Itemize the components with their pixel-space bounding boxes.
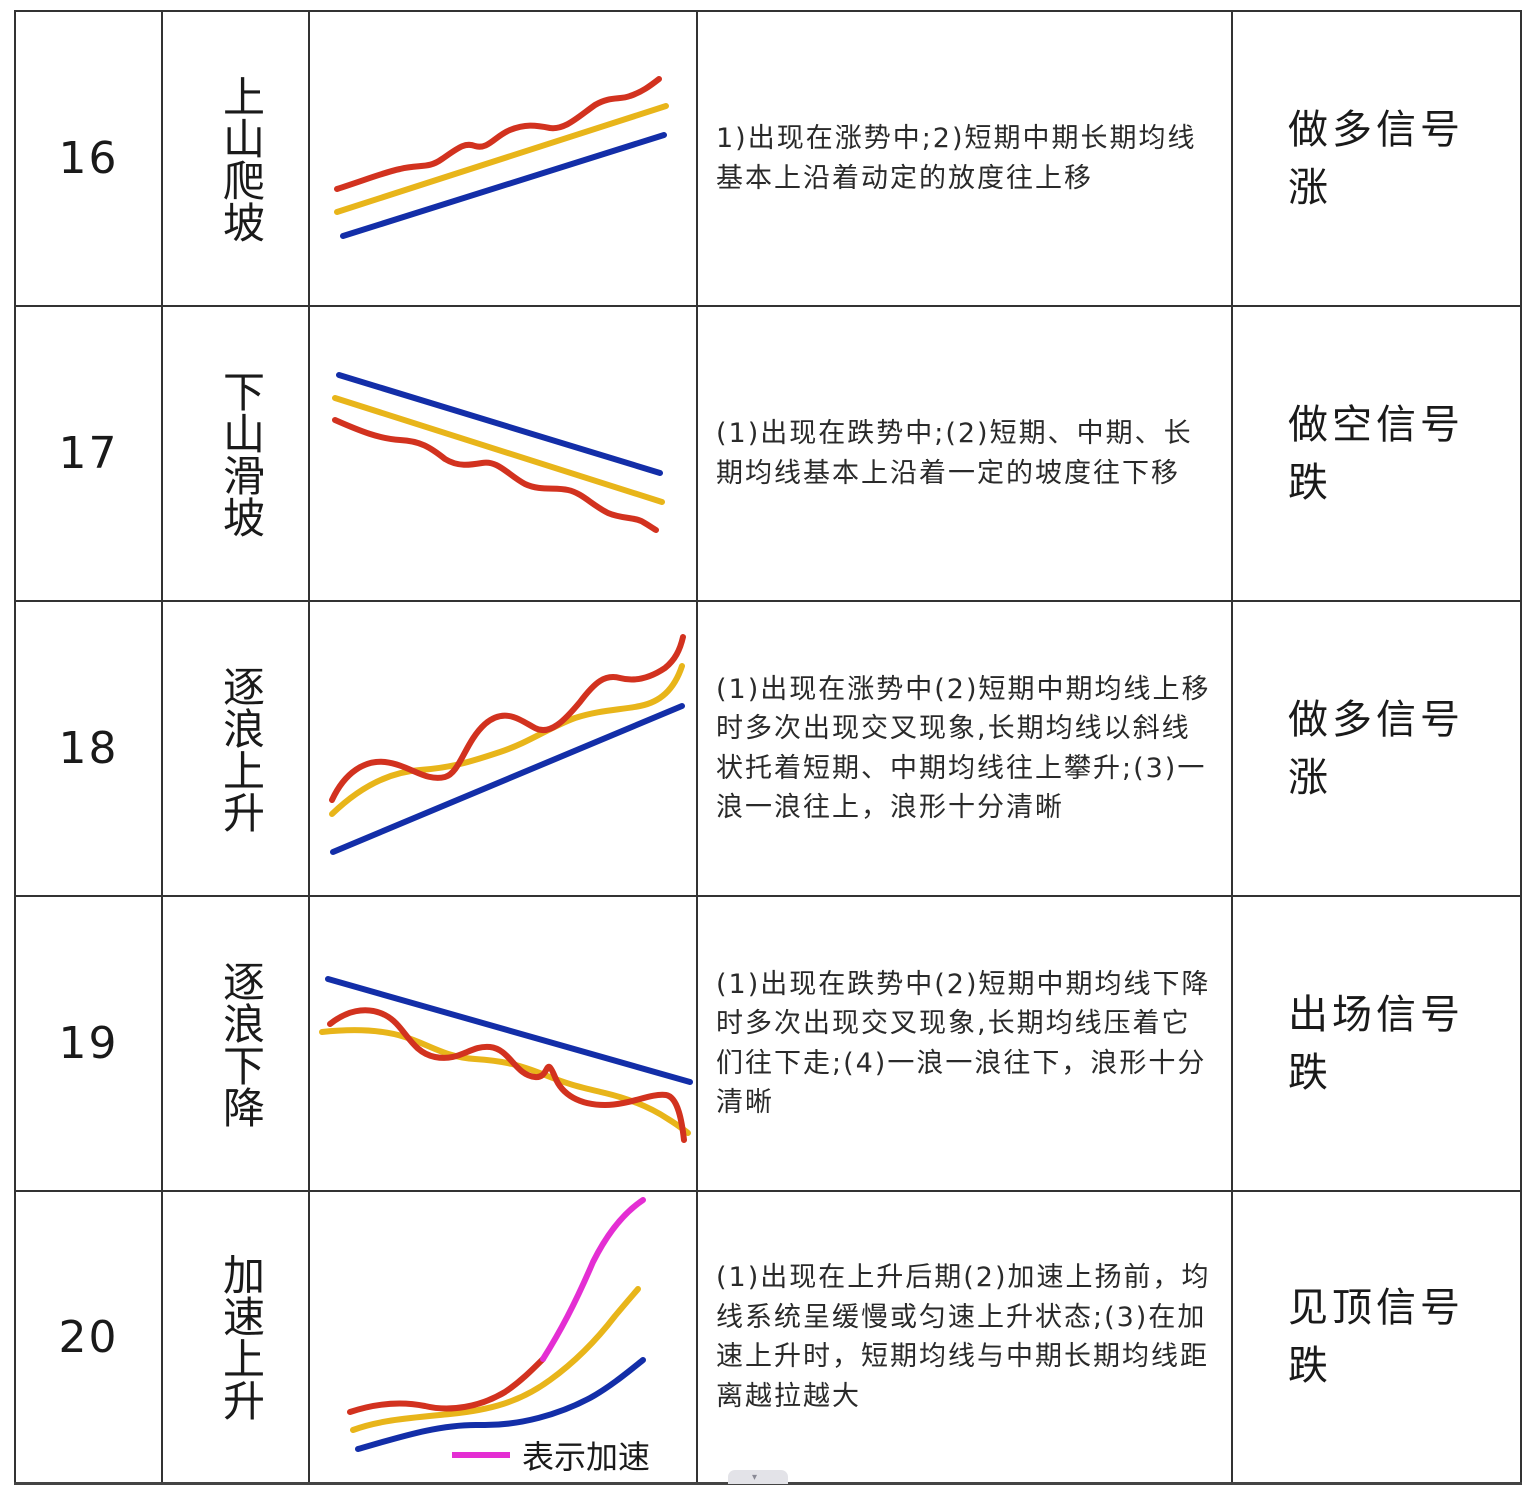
mid-ma-line [319,1027,691,1136]
pattern-figure [308,10,698,307]
trend-label: 跌 [1288,1049,1332,1096]
pattern-name: 加速上升 [216,1253,266,1421]
pattern-name-cell: 下山滑坡 [161,305,310,602]
pattern-figure [308,305,698,602]
description-text: (1)出现在跌势中;(2)短期、中期、长期均线基本上沿着一定的坡度往下移 [716,418,1193,489]
pattern-name: 逐浪下降 [216,959,266,1128]
pattern-name: 逐浪上升 [216,664,266,833]
row-number: 18 [14,600,163,897]
table-row: 20 加速上升 表示加速 (1)出现在上升后期(2)加速上扬前，均线系统呈缓慢或… [14,1190,1522,1485]
table-row: 19 逐浪下降 (1)出现在跌势中(2)短期中期均线下降时多次出现交叉现象,长期… [14,895,1522,1192]
mid-ma-line [332,395,665,505]
signal-cell: 做空信号 跌 [1231,305,1522,602]
trend-label: 涨 [1288,164,1332,211]
short-ma-line [329,634,686,803]
pattern-name-cell: 加速上升 [161,1190,310,1485]
row-number: 16 [14,10,163,307]
pattern-figure [308,895,698,1192]
description-cell: (1)出现在跌势中;(2)短期、中期、长期均线基本上沿着一定的坡度往下移 [696,305,1233,602]
downhill-chart [332,372,665,533]
accel-line [540,1197,646,1362]
description-cell: (1)出现在涨势中(2)短期中期均线上移时多次出现交叉现象,长期均线以斜线状托着… [696,600,1233,897]
description-text: (1)出现在跌势中(2)短期中期均线下降时多次出现交叉现象,长期均线压着它们往下… [716,968,1211,1119]
signal-label: 出场信号 [1288,991,1464,1038]
pattern-figure [308,600,698,897]
signal-cell: 出场信号 跌 [1231,895,1522,1192]
signal-cell: 做多信号 涨 [1231,600,1522,897]
long-ma-line [355,1357,646,1452]
signal-cell: 做多信号 涨 [1231,10,1522,307]
description-cell: (1)出现在跌势中(2)短期中期均线下降时多次出现交叉现象,长期均线压着它们往下… [696,895,1233,1192]
row-number: 17 [14,305,163,602]
description-text: (1)出现在涨势中(2)短期中期均线上移时多次出现交叉现象,长期均线以斜线状托着… [716,673,1211,824]
ma-pattern-table: 16 上山爬坡 1)出现在涨势中;2)短期中期长期均线基本上沿着动定的放度往上移… [14,10,1522,1485]
row-number: 20 [14,1190,163,1485]
pattern-name-cell: 逐浪上升 [161,600,310,897]
description-text: 1)出现在涨势中;2)短期中期长期均线基本上沿着动定的放度往上移 [716,123,1197,194]
short-ma-line [327,1007,687,1143]
mid-ma-line [334,103,669,215]
description-cell: (1)出现在上升后期(2)加速上扬前，均线系统呈缓慢或匀速上升状态;(3)在加速… [696,1190,1233,1485]
legend-label: 表示加速 [522,1438,650,1476]
mid-ma-line [350,1286,641,1433]
accelerating-rise-chart: 表示加速 [347,1197,650,1476]
signal-label: 做多信号 [1288,106,1464,153]
chevron-down-icon: ▾ [752,1472,758,1483]
signal-label: 做空信号 [1288,401,1464,448]
pattern-figure: 表示加速 [308,1190,698,1485]
long-ma-line [340,132,667,239]
scroll-handle[interactable] [728,1470,788,1484]
signal-label: 见顶信号 [1288,1285,1464,1331]
trend-label: 跌 [1288,1343,1332,1389]
wave-fall-chart [319,976,693,1143]
table-row: 18 逐浪上升 (1)出现在涨势中(2)短期中期均线上移时多次出现交叉现象,长期… [14,600,1522,897]
trend-label: 跌 [1288,459,1332,506]
long-ma-line [330,703,685,855]
description-text: (1)出现在上升后期(2)加速上扬前，均线系统呈缓慢或匀速上升状态;(3)在加速… [716,1262,1211,1412]
mid-ma-line [329,663,685,817]
short-ma-line [347,1356,546,1415]
short-ma-line [334,76,662,192]
signal-cell: 见顶信号 跌 [1231,1190,1522,1485]
pattern-name-cell: 逐浪下降 [161,895,310,1192]
table-row: 16 上山爬坡 1)出现在涨势中;2)短期中期长期均线基本上沿着动定的放度往上移… [14,10,1522,307]
pattern-name: 下山滑坡 [216,369,266,538]
short-ma-line [332,417,659,533]
description-cell: 1)出现在涨势中;2)短期中期长期均线基本上沿着动定的放度往上移 [696,10,1233,307]
wave-rise-chart [329,634,686,855]
signal-label: 做多信号 [1288,696,1464,743]
uphill-chart [334,76,669,239]
trend-label: 涨 [1288,754,1332,801]
pattern-name: 上山爬坡 [216,74,266,243]
long-ma-line [325,976,693,1085]
pattern-name-cell: 上山爬坡 [161,10,310,307]
row-number: 19 [14,895,163,1192]
table-row: 17 下山滑坡 (1)出现在跌势中;(2)短期、中期、长期均线基本上沿着一定的坡… [14,305,1522,602]
long-ma-line [336,372,663,476]
